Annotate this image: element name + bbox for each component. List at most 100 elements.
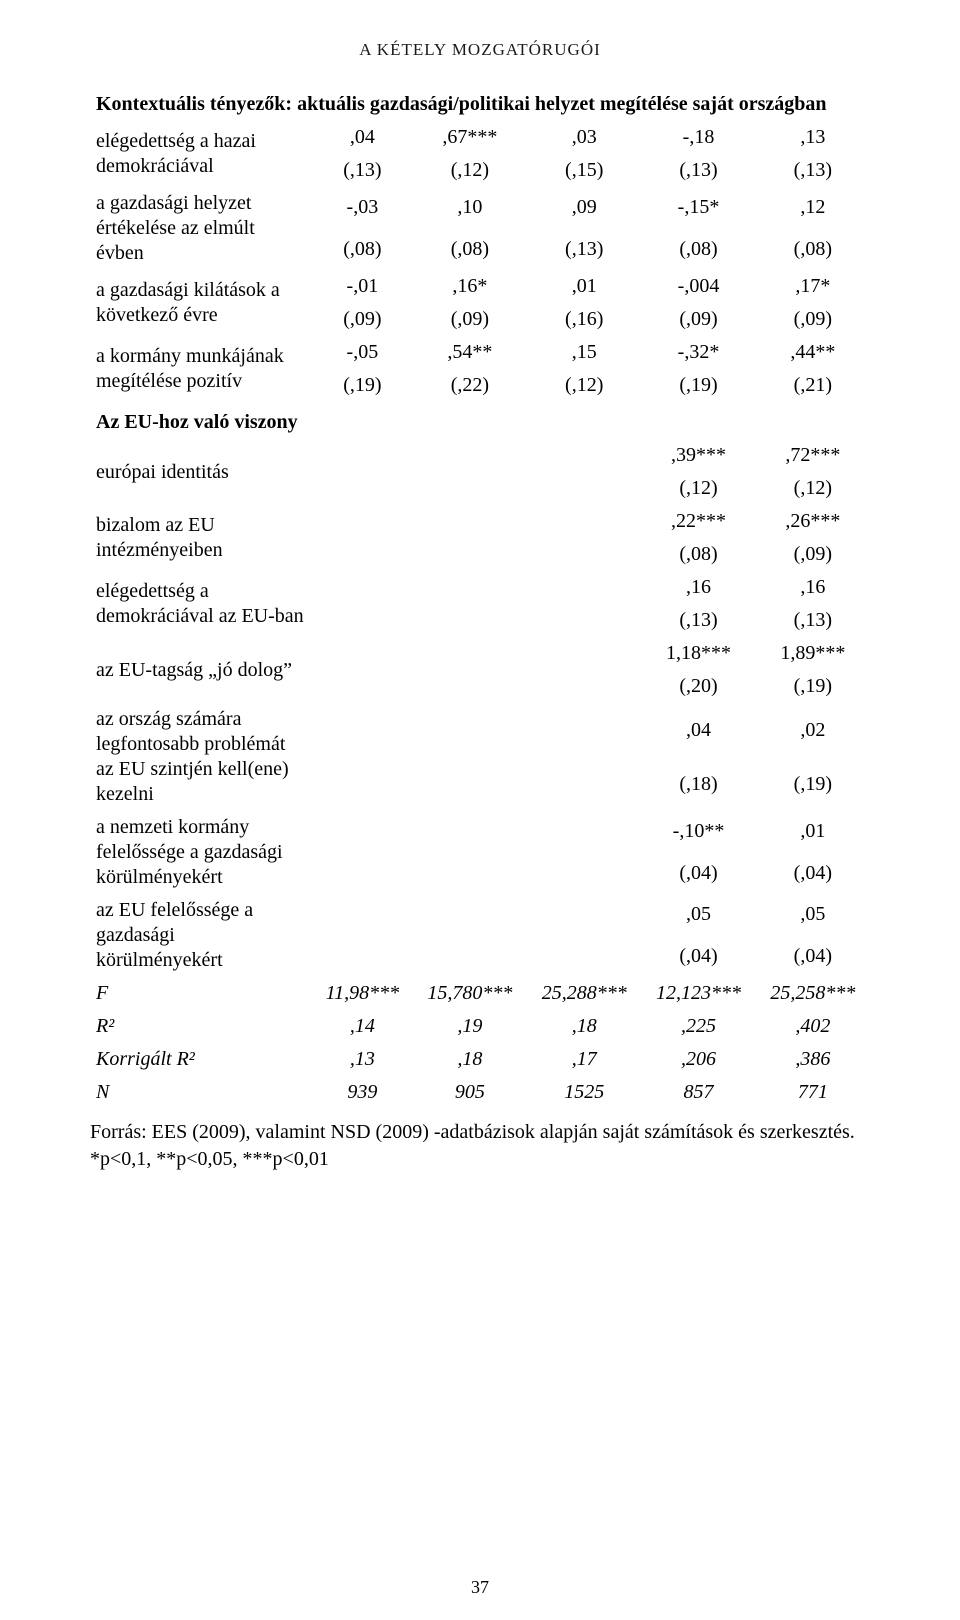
cell-empty [527,811,641,853]
cell-se: (,12) [527,369,641,402]
cell: ,16 [756,571,870,604]
cell: 1525 [527,1076,641,1109]
cell-se: (,13) [756,604,870,637]
cell: ,386 [756,1043,870,1076]
cell-empty [527,637,641,670]
table-row: európai identitás ,39*** ,72*** [90,439,870,472]
stat-row-adjr2: Korrigált R² ,13 ,18 ,17 ,206 ,386 [90,1043,870,1076]
cell: ,39*** [641,439,755,472]
cell-se: (,08) [756,229,870,271]
cell: 939 [312,1076,413,1109]
cell-empty [527,670,641,703]
cell-se: (,18) [641,757,755,811]
section-b-title-row: Az EU-hoz való viszony [90,402,870,439]
row-label: az EU felelőssége a gazdasági körülménye… [90,894,312,977]
cell: 12,123*** [641,977,755,1010]
cell-empty [413,604,527,637]
regression-table: Kontextuális tényezők: aktuális gazdaság… [90,84,870,1109]
cell-empty [527,936,641,978]
cell-se: (,22) [413,369,527,402]
cell-empty [527,472,641,505]
table-row: a gazdasági helyzet értékelése az elmúlt… [90,187,870,229]
cell-se: (,12) [413,154,527,187]
stat-row-n: N 939 905 1525 857 771 [90,1076,870,1109]
row-label: a nemzeti kormány felelőssége a gazdaság… [90,811,312,894]
row-label: a kormány munkájának megítélése pozitív [90,336,312,402]
cell: ,01 [756,811,870,853]
row-label: bizalom az EU intézményeiben [90,505,312,571]
cell-se: (,13) [756,154,870,187]
cell: ,18 [527,1010,641,1043]
stat-row-f: F 11,98*** 15,780*** 25,288*** 12,123***… [90,977,870,1010]
cell: -,18 [641,121,755,154]
cell: -,01 [312,270,413,303]
cell-empty [312,757,413,811]
cell: 771 [756,1076,870,1109]
cell-se: (,20) [641,670,755,703]
cell: ,02 [756,703,870,757]
cell: ,54** [413,336,527,369]
cell-se: (,15) [527,154,641,187]
stat-label: F [90,977,312,1010]
cell-se: (,13) [312,154,413,187]
cell-empty [413,571,527,604]
cell: -,03 [312,187,413,229]
cell: ,04 [312,121,413,154]
table-row: a kormány munkájának megítélése pozitív … [90,336,870,369]
cell-empty [413,894,527,936]
cell: ,402 [756,1010,870,1043]
cell-se: (,13) [641,604,755,637]
section-b-title: Az EU-hoz való viszony [90,402,870,439]
cell: ,05 [641,894,755,936]
cell: ,206 [641,1043,755,1076]
cell: ,225 [641,1010,755,1043]
cell: ,22*** [641,505,755,538]
cell-se: (,08) [312,229,413,271]
cell-se: (,12) [756,472,870,505]
cell-empty [413,811,527,853]
cell-empty [413,853,527,895]
cell: ,72*** [756,439,870,472]
cell: 15,780*** [413,977,527,1010]
stat-label: N [90,1076,312,1109]
cell: -,15* [641,187,755,229]
cell-se: (,08) [641,538,755,571]
cell-empty [312,538,413,571]
cell: ,18 [413,1043,527,1076]
cell: ,05 [756,894,870,936]
cell-empty [527,604,641,637]
cell: ,12 [756,187,870,229]
cell-se: (,13) [641,154,755,187]
cell-empty [413,703,527,757]
page-number: 37 [0,1577,960,1598]
cell-se: (,19) [641,369,755,402]
cell: ,19 [413,1010,527,1043]
table-row: elégedettség a hazai demokráciával ,04 ,… [90,121,870,154]
cell-empty [527,703,641,757]
row-label: az ország számára legfontosabb problémát… [90,703,312,811]
table-row: bizalom az EU intézményeiben ,22*** ,26*… [90,505,870,538]
cell: ,16 [641,571,755,604]
cell-se: (,04) [756,853,870,895]
cell-empty [312,439,413,472]
cell-se: (,09) [312,303,413,336]
row-label: elégedettség a demokráciával az EU-ban [90,571,312,637]
cell: 11,98*** [312,977,413,1010]
cell-se: (,09) [756,538,870,571]
cell-empty [413,936,527,978]
cell: 1,89*** [756,637,870,670]
cell-empty [312,472,413,505]
cell-se: (,19) [756,670,870,703]
cell: 25,288*** [527,977,641,1010]
cell: -,10** [641,811,755,853]
cell: ,10 [413,187,527,229]
row-label: a gazdasági helyzet értékelése az elmúlt… [90,187,312,270]
cell-se: (,08) [641,229,755,271]
cell-empty [413,670,527,703]
cell-se: (,16) [527,303,641,336]
cell-empty [312,811,413,853]
cell-empty [312,936,413,978]
source-note: Forrás: EES (2009), valamint NSD (2009) … [90,1119,870,1173]
cell-se: (,04) [641,853,755,895]
table-row: az EU-tagság „jó dolog” 1,18*** 1,89*** [90,637,870,670]
